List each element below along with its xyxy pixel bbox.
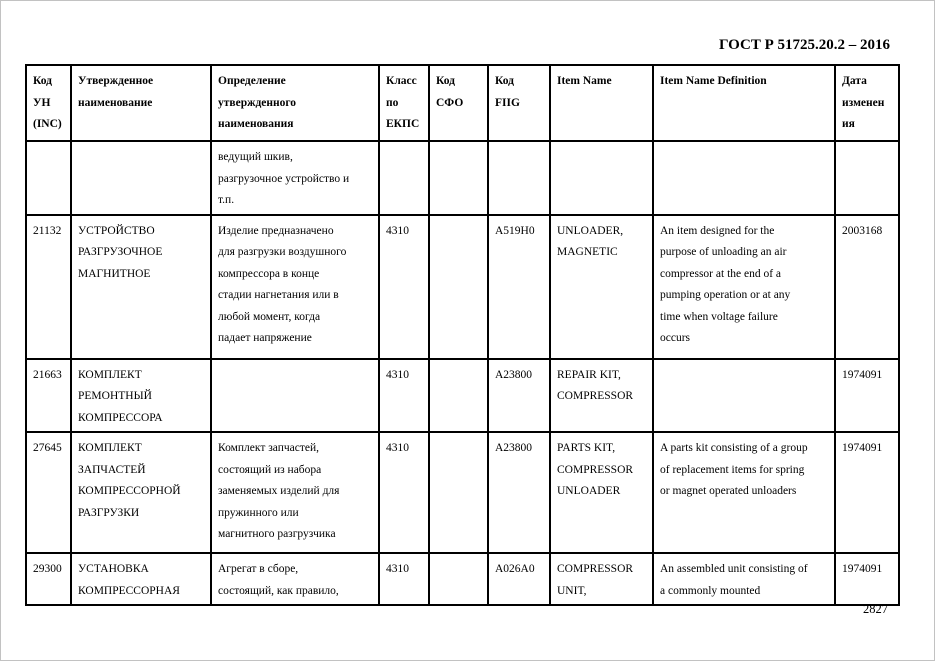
cell-change-date: 1974091 bbox=[834, 431, 900, 554]
cell-approved-name bbox=[70, 140, 212, 216]
cell-approved-definition: ведущий шкив, разгрузочное устройство и … bbox=[210, 140, 380, 216]
cell-approved-definition: Агрегат в сборе, состоящий, как правило, bbox=[210, 552, 380, 606]
cell-item-name-definition bbox=[652, 140, 836, 216]
cell-inc-code bbox=[25, 140, 72, 216]
column-header-sfo-code: Код СФО bbox=[428, 64, 489, 142]
cell-item-name: COMPRESSOR UNIT, bbox=[549, 552, 654, 606]
cell-inc-code: 21132 bbox=[25, 213, 72, 360]
column-header-item-name: Item Name bbox=[549, 64, 654, 142]
cell-item-name-definition: A parts kit consisting of a group of rep… bbox=[652, 431, 836, 554]
cell-approved-definition bbox=[210, 357, 380, 433]
cell-sfo-code bbox=[428, 213, 489, 360]
cell-item-name-definition bbox=[652, 357, 836, 433]
cell-approved-name: КОМПЛЕКТ РЕМОНТНЫЙ КОМПРЕССОРА bbox=[70, 357, 212, 433]
cell-item-name-definition: An item designed for the purpose of unlo… bbox=[652, 213, 836, 360]
table-header-row: Код УН (INC) Утвержденное наименование О… bbox=[25, 64, 900, 142]
column-header-fiig-code: Код FIIG bbox=[487, 64, 551, 142]
cell-approved-name: УСТРОЙСТВО РАЗГРУЗОЧНОЕ МАГНИТНОЕ bbox=[70, 213, 212, 360]
cell-fiig-code: A519H0 bbox=[487, 213, 551, 360]
cell-sfo-code bbox=[428, 552, 489, 606]
cell-item-name-definition: An assembled unit consisting of a common… bbox=[652, 552, 836, 606]
table-row: ведущий шкив, разгрузочное устройство и … bbox=[25, 140, 900, 216]
cell-change-date bbox=[834, 140, 900, 216]
table-row: 21132 УСТРОЙСТВО РАЗГРУЗОЧНОЕ МАГНИТНОЕ … bbox=[25, 213, 900, 360]
cell-ekps-class: 4310 bbox=[378, 431, 430, 554]
column-header-item-name-definition: Item Name Definition bbox=[652, 64, 836, 142]
cell-fiig-code: A026A0 bbox=[487, 552, 551, 606]
cell-item-name: PARTS KIT, COMPRESSOR UNLOADER bbox=[549, 431, 654, 554]
cell-approved-definition: Изделие предназначено для разгрузки возд… bbox=[210, 213, 380, 360]
cell-inc-code: 29300 bbox=[25, 552, 72, 606]
cell-change-date: 1974091 bbox=[834, 357, 900, 433]
cell-sfo-code bbox=[428, 431, 489, 554]
cell-item-name: REPAIR KIT, COMPRESSOR bbox=[549, 357, 654, 433]
cell-inc-code: 27645 bbox=[25, 431, 72, 554]
cell-sfo-code bbox=[428, 140, 489, 216]
cell-ekps-class bbox=[378, 140, 430, 216]
table-row: 29300 УСТАНОВКА КОМПРЕССОРНАЯ Агрегат в … bbox=[25, 552, 900, 606]
cell-approved-name: УСТАНОВКА КОМПРЕССОРНАЯ bbox=[70, 552, 212, 606]
table-row: 27645 КОМПЛЕКТ ЗАПЧАСТЕЙ КОМПРЕССОРНОЙ Р… bbox=[25, 431, 900, 554]
cell-change-date: 1974091 bbox=[834, 552, 900, 606]
cell-ekps-class: 4310 bbox=[378, 357, 430, 433]
column-header-approved-name: Утвержденное наименование bbox=[70, 64, 212, 142]
column-header-change-date: Дата изменен ия bbox=[834, 64, 900, 142]
cell-ekps-class: 4310 bbox=[378, 213, 430, 360]
cell-fiig-code: A23800 bbox=[487, 431, 551, 554]
cell-approved-definition: Комплект запчастей, состоящий из набора … bbox=[210, 431, 380, 554]
cell-fiig-code: A23800 bbox=[487, 357, 551, 433]
item-catalog-table: Код УН (INC) Утвержденное наименование О… bbox=[25, 64, 900, 606]
column-header-ekps-class: Класс по ЕКПС bbox=[378, 64, 430, 142]
cell-change-date: 2003168 bbox=[834, 213, 900, 360]
standard-header: ГОСТ Р 51725.20.2 – 2016 bbox=[718, 37, 890, 53]
table-row: 21663 КОМПЛЕКТ РЕМОНТНЫЙ КОМПРЕССОРА 431… bbox=[25, 357, 900, 433]
page-number: 2827 bbox=[863, 602, 888, 616]
cell-inc-code: 21663 bbox=[25, 357, 72, 433]
cell-ekps-class: 4310 bbox=[378, 552, 430, 606]
cell-item-name bbox=[549, 140, 654, 216]
column-header-approved-definition: Определение утвержденного наименования bbox=[210, 64, 380, 142]
cell-fiig-code bbox=[487, 140, 551, 216]
cell-sfo-code bbox=[428, 357, 489, 433]
column-header-inc-code: Код УН (INC) bbox=[25, 64, 72, 142]
cell-approved-name: КОМПЛЕКТ ЗАПЧАСТЕЙ КОМПРЕССОРНОЙ РАЗГРУЗ… bbox=[70, 431, 212, 554]
cell-item-name: UNLOADER, MAGNETIC bbox=[549, 213, 654, 360]
